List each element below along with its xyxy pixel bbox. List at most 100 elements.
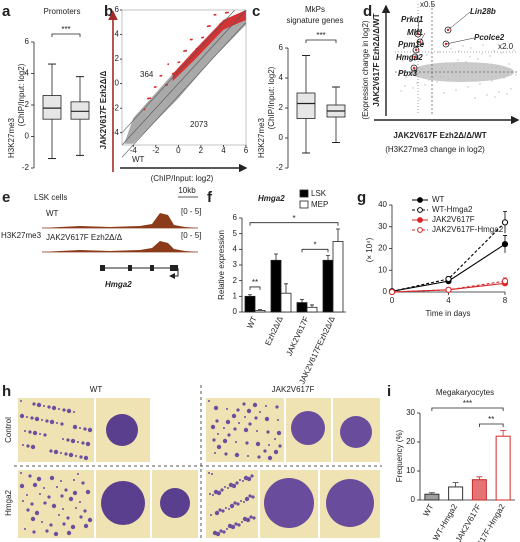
speck bbox=[277, 419, 279, 421]
speck bbox=[237, 523, 241, 527]
speck bbox=[30, 416, 34, 420]
speck bbox=[216, 444, 222, 450]
speck bbox=[264, 416, 270, 422]
highlight-dot bbox=[213, 14, 216, 16]
point bbox=[440, 76, 442, 78]
point bbox=[510, 88, 512, 90]
gene-label: Pcolce2 bbox=[474, 33, 505, 42]
row-label: Hmga2 bbox=[4, 490, 13, 516]
point bbox=[424, 84, 426, 86]
speck bbox=[36, 402, 42, 408]
legend-swatch bbox=[299, 200, 309, 209]
y-tick-label: 5 bbox=[233, 229, 238, 238]
speck bbox=[30, 444, 36, 450]
point bbox=[470, 47, 472, 49]
y-tick-label: 10 bbox=[406, 466, 415, 475]
speck bbox=[266, 430, 270, 434]
speck bbox=[20, 400, 22, 402]
y-tick-label: 0 bbox=[383, 287, 388, 296]
x-axis-label: (H3K27me3 change in log2) bbox=[385, 145, 485, 154]
exon bbox=[128, 265, 132, 271]
speck bbox=[87, 427, 93, 433]
point bbox=[508, 63, 510, 65]
error-bar bbox=[428, 492, 435, 495]
speck bbox=[62, 508, 64, 510]
point bbox=[457, 59, 459, 61]
y-axis-label: Frequency (%) bbox=[395, 429, 404, 482]
significance-bracket bbox=[431, 407, 504, 411]
highlight-dot bbox=[153, 86, 156, 89]
speck bbox=[60, 452, 62, 454]
leader-line bbox=[447, 11, 471, 31]
significance-bracket bbox=[249, 286, 261, 290]
speck bbox=[212, 494, 214, 496]
speck bbox=[210, 514, 212, 516]
y-axis-label: JAK2V617F Ezh2Δ/Δ/WT bbox=[372, 13, 381, 106]
bar bbox=[296, 302, 308, 313]
speck bbox=[41, 521, 43, 523]
speck bbox=[235, 441, 237, 443]
legend-label: LSK bbox=[311, 189, 327, 198]
gene-label: Prkd1 bbox=[401, 15, 424, 24]
panel-label: h bbox=[2, 383, 11, 400]
speck bbox=[39, 433, 41, 435]
speck bbox=[30, 516, 36, 522]
y-tick-label: 3 bbox=[233, 260, 238, 269]
speck bbox=[79, 501, 81, 503]
box bbox=[296, 92, 316, 119]
coverage-track bbox=[42, 213, 198, 228]
point bbox=[455, 89, 457, 91]
speck bbox=[229, 503, 235, 509]
speck bbox=[81, 481, 85, 485]
speck bbox=[34, 510, 40, 516]
point bbox=[429, 70, 431, 72]
point bbox=[484, 69, 486, 71]
cell bbox=[264, 478, 314, 528]
legend-swatch bbox=[299, 189, 309, 198]
significance: *** bbox=[61, 25, 70, 34]
speck bbox=[28, 474, 32, 478]
speck bbox=[228, 508, 230, 510]
bar bbox=[244, 295, 256, 313]
legend-marker bbox=[417, 197, 423, 203]
speck bbox=[83, 427, 87, 431]
highlight-dot bbox=[224, 11, 227, 14]
bar bbox=[424, 493, 440, 501]
speck bbox=[210, 424, 216, 430]
speck bbox=[222, 530, 226, 534]
significance: ** bbox=[252, 278, 258, 287]
panel-label: c bbox=[252, 3, 260, 20]
speck bbox=[43, 501, 47, 505]
gene-label: Hmga2 bbox=[396, 53, 423, 62]
point bbox=[419, 98, 421, 100]
legend-label: WT-Hmga2 bbox=[432, 205, 473, 214]
speck bbox=[243, 427, 249, 433]
point bbox=[399, 44, 401, 46]
red-point bbox=[416, 32, 420, 36]
cell-specks bbox=[19, 400, 282, 537]
x-tick-label: 0 bbox=[390, 296, 395, 305]
speck bbox=[223, 427, 225, 429]
point bbox=[436, 81, 438, 83]
speck bbox=[249, 515, 253, 519]
speck bbox=[30, 502, 34, 506]
x-tick-label: 2 bbox=[199, 146, 204, 155]
point bbox=[407, 46, 409, 48]
highlight-dot bbox=[183, 50, 185, 53]
y-tick-label: 0 bbox=[411, 495, 416, 504]
speck bbox=[225, 419, 231, 425]
speck bbox=[64, 488, 68, 492]
box bbox=[70, 101, 90, 120]
y-tick-label: 2 bbox=[115, 54, 120, 63]
track-name: JAK2V617F Ezh2Δ/Δ bbox=[46, 233, 123, 242]
point bbox=[493, 50, 495, 52]
speck bbox=[26, 444, 30, 448]
point bbox=[443, 92, 445, 94]
point bbox=[481, 53, 483, 55]
x-axis-label: Time in days bbox=[425, 309, 470, 318]
highlight-dot bbox=[201, 36, 203, 39]
y-tick-label: 4 bbox=[233, 244, 238, 253]
threshold-label: x0.5 bbox=[420, 0, 436, 9]
speck bbox=[87, 517, 93, 523]
speck bbox=[53, 449, 59, 455]
